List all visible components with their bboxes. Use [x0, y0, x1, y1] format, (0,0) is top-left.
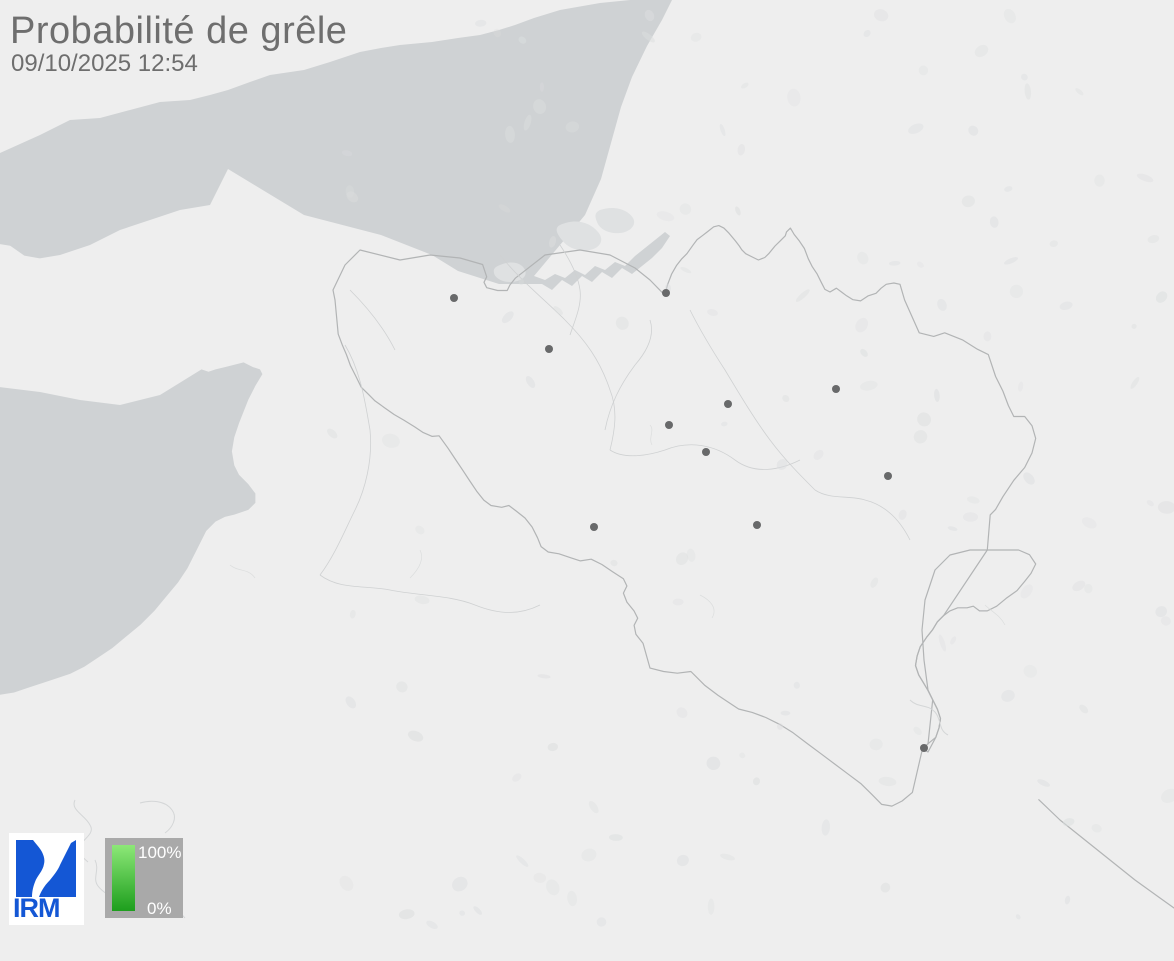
svg-text:0%: 0% [147, 899, 172, 918]
svg-text:IRM: IRM [13, 893, 60, 923]
svg-text:100%: 100% [138, 843, 181, 862]
